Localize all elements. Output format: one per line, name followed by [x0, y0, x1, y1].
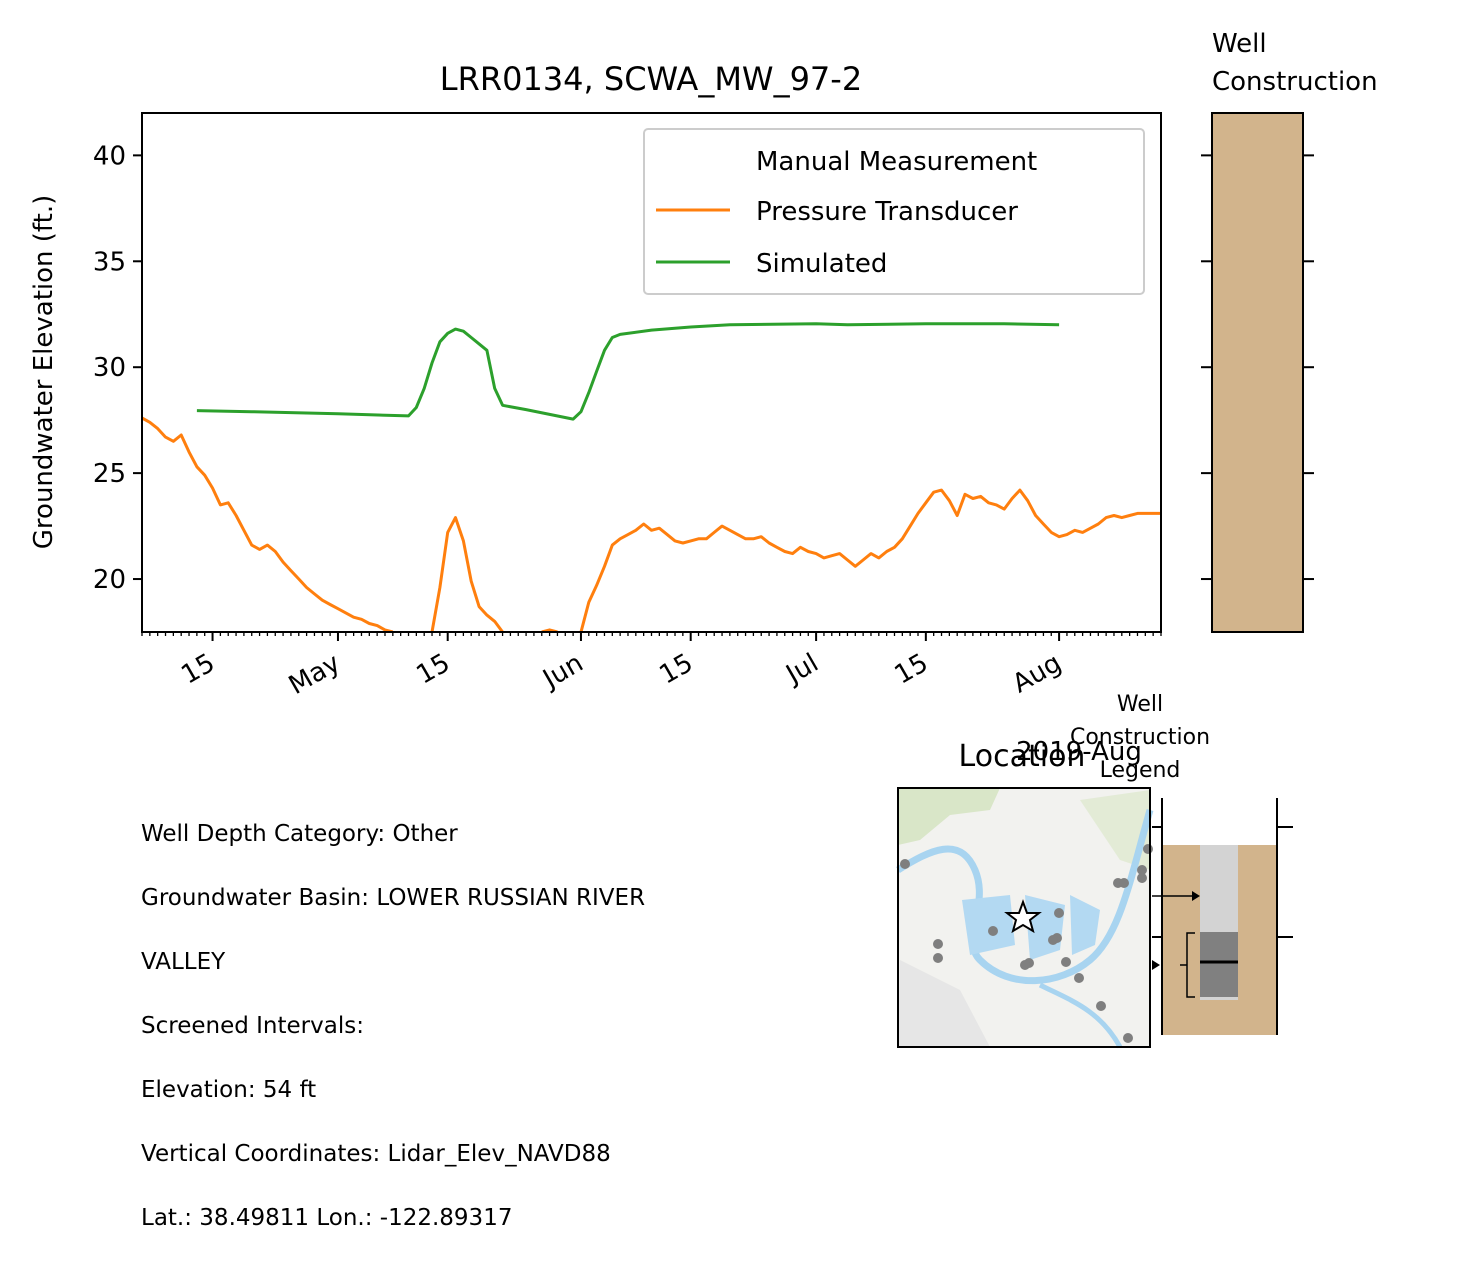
legend-panel-title-3: Legend	[1100, 758, 1181, 783]
map-terrain-3	[898, 960, 990, 1047]
info-line-screened: Screened Intervals:	[141, 1013, 364, 1039]
map-well-dot	[933, 939, 943, 949]
y-tick-label: 25	[93, 459, 126, 489]
series-line-pressure-transducer	[142, 416, 394, 632]
legend-box	[643, 128, 1145, 295]
info-line-elevation: Elevation: 54 ft	[141, 1077, 317, 1103]
map-river-lower	[1038, 982, 1123, 1049]
map-well-dot	[1054, 908, 1064, 918]
map-well-dot	[1061, 957, 1071, 967]
map-well-dot	[1143, 844, 1153, 854]
y-tick-label: 40	[93, 141, 126, 171]
map-well-dot	[900, 859, 910, 869]
legend-label-manual: Manual Measurement	[756, 147, 1037, 177]
info-line-basin: Groundwater Basin: LOWER RUSSIAN RIVER	[141, 885, 646, 911]
series-line-pressure-transducer	[430, 516, 504, 632]
well-panel-title-2: Construction	[1212, 67, 1378, 97]
map-pond-1	[962, 895, 1015, 955]
plot-frame	[141, 112, 1162, 633]
info-line-basin-cont: VALLEY	[141, 949, 226, 975]
info-line-vertical: Vertical Coordinates: Lidar_Elev_NAVD88	[141, 1141, 611, 1167]
y-axis-label: Groundwater Elevation (ft.)	[29, 195, 59, 549]
x-tick-label: 15	[655, 648, 699, 691]
map-well-dots	[900, 844, 1153, 1043]
legend-panel-title-1: Well	[1117, 692, 1163, 717]
legend-label-pressure: Pressure Transducer	[756, 197, 1018, 227]
map-river	[896, 809, 1154, 985]
y-tick-label: 30	[93, 353, 126, 383]
map-title: Location	[959, 739, 1086, 774]
info-line-depth: Well Depth Category: Other	[141, 821, 458, 847]
well-info-text: Well Depth Category: Other Groundwater B…	[141, 786, 781, 1266]
location-map-panel: Location	[896, 739, 1154, 1049]
map-well-dot	[1137, 865, 1147, 875]
map-terrain-2	[1080, 790, 1150, 870]
legend-arrow-head	[1192, 891, 1200, 901]
map-frame	[897, 787, 1151, 1048]
x-tick-label: Aug	[1008, 648, 1067, 699]
x-tick-label: May	[284, 648, 346, 701]
legend-water-arrow	[1152, 960, 1160, 970]
well-construction-panel: Well Construction	[1201, 29, 1378, 633]
series-line-simulated	[196, 322, 1060, 421]
x-tick-label: 15	[412, 648, 456, 691]
hydrograph-chart: LRR0134, SCWA_MW_97-2 Groundwater Elevat…	[29, 29, 1378, 1049]
series-line-pressure-transducer	[579, 488, 1161, 632]
well-construction-legend: Well Construction Legend	[1070, 692, 1293, 1035]
legend-label-simulated: Simulated	[756, 249, 887, 279]
target-well-star	[1004, 899, 1042, 934]
x-axis-year-label: 2019-Aug	[1016, 737, 1142, 767]
map-well-dot	[1119, 878, 1129, 888]
y-ticks: 20 25 30 35 40	[93, 141, 142, 595]
map-well-dot	[1020, 960, 1030, 970]
well-panel-title-1: Well	[1212, 29, 1267, 59]
map-pond-3	[1070, 895, 1100, 955]
map-well-dot	[988, 926, 998, 936]
y-tick-label: 20	[93, 565, 126, 595]
x-tick-label: 15	[176, 648, 220, 691]
legend: Manual Measurement Pressure Transducer S…	[643, 128, 1145, 295]
map-well-dot	[1048, 935, 1058, 945]
legend-bracket	[1180, 932, 1195, 998]
x-ticks: 15 May 15 Jun 15 Jul 15 Aug	[141, 632, 1162, 701]
map-well-dot	[933, 953, 943, 963]
map-well-dot	[1074, 973, 1084, 983]
legend-screen	[1200, 932, 1238, 997]
map-well-dot	[1137, 873, 1147, 883]
legend-panel-title-2: Construction	[1070, 725, 1210, 750]
map-well-dot	[1096, 1001, 1106, 1011]
series-lines	[142, 322, 1161, 632]
y-tick-label: 35	[93, 247, 126, 277]
map-terrain-1	[898, 788, 1000, 845]
x-tick-label: Jun	[537, 648, 589, 695]
well-fill	[1211, 112, 1304, 633]
x-tick-label: Jul	[780, 648, 824, 691]
map-well-dot	[1123, 1033, 1133, 1043]
well-panel-ticks	[1201, 154, 1314, 581]
x-tick-label: 15	[890, 648, 934, 691]
chart-title: LRR0134, SCWA_MW_97-2	[440, 60, 862, 98]
info-line-latlon: Lat.: 38.49811 Lon.: -122.89317	[141, 1205, 513, 1231]
